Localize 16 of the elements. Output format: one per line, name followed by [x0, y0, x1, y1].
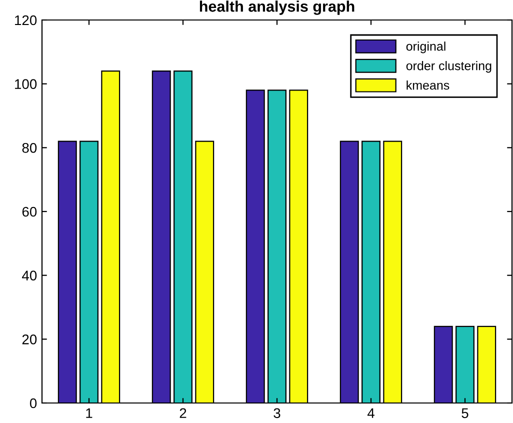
legend-label: original [406, 42, 446, 54]
y-tick-label: 0 [30, 398, 37, 408]
x-tick-label: 1 [86, 408, 92, 418]
legend-label: kmeans [406, 80, 450, 90]
y-tick-label: 20 [22, 334, 37, 344]
y-tick-label: 40 [22, 270, 37, 281]
chart-title: health analysis graph [200, 0, 354, 15]
y-tick-label: 80 [22, 143, 37, 153]
x-tick-label: 3 [274, 408, 280, 418]
x-tick-label: 2 [180, 408, 186, 418]
y-tick-label: 60 [22, 206, 37, 217]
y-tick-label: 120 [15, 15, 37, 26]
x-tick-label: 5 [462, 408, 468, 418]
legend-label: order clustering [406, 61, 492, 73]
y-tick-label: 100 [15, 79, 37, 90]
x-tick-label: 4 [367, 408, 374, 418]
